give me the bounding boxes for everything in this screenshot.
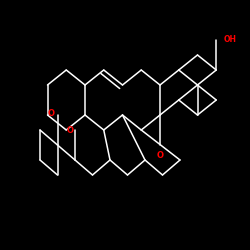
Text: O: O — [156, 151, 164, 160]
Text: O: O — [67, 126, 74, 135]
Text: OH: OH — [224, 36, 237, 44]
Text: O: O — [48, 109, 55, 118]
